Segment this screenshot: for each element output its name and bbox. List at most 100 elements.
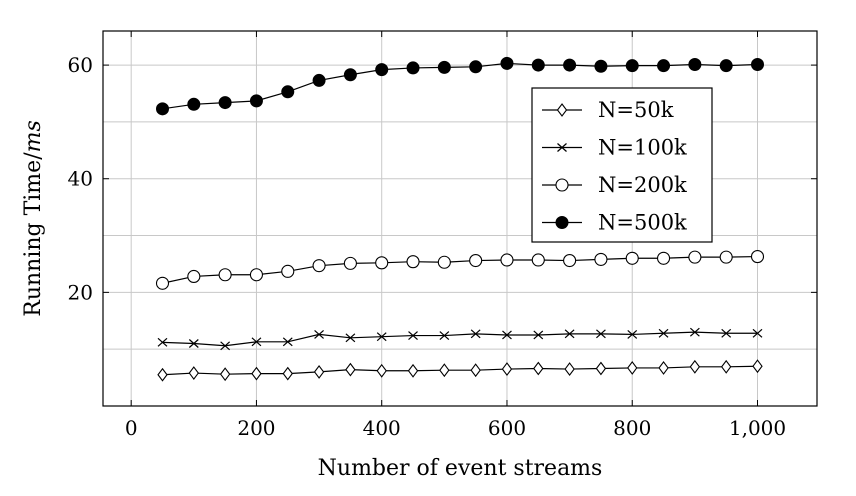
legend-item: N=100k xyxy=(542,136,687,160)
data-point xyxy=(564,329,575,339)
data-point xyxy=(251,366,262,381)
cross-stroke xyxy=(557,143,567,152)
series-n-200k xyxy=(155,250,765,290)
data-point xyxy=(751,58,764,72)
data-point xyxy=(312,73,326,87)
data-point xyxy=(719,250,733,264)
data-point xyxy=(752,359,763,374)
cross-stroke xyxy=(564,329,575,339)
data-point xyxy=(157,337,168,347)
cross-stroke xyxy=(408,331,418,340)
data-point xyxy=(533,361,544,376)
data-point xyxy=(375,63,389,77)
data-point xyxy=(720,359,732,374)
cross-stroke xyxy=(470,329,481,339)
data-point xyxy=(596,329,606,339)
data-point xyxy=(470,363,481,378)
data-point xyxy=(157,367,168,382)
data-point xyxy=(220,341,231,351)
data-point xyxy=(752,328,763,338)
data-point xyxy=(437,255,451,269)
data-point xyxy=(187,269,201,284)
data-point xyxy=(501,362,513,376)
cross-stroke xyxy=(658,328,669,338)
legend-marker xyxy=(555,178,569,192)
data-point xyxy=(469,60,483,74)
series-line xyxy=(162,365,758,376)
data-point xyxy=(314,329,324,339)
x-tick-label: 0 xyxy=(125,416,138,440)
data-point xyxy=(688,58,702,72)
data-point xyxy=(281,85,295,99)
cross-stroke xyxy=(251,337,262,347)
cross-stroke xyxy=(627,329,638,339)
legend-item: N=200k xyxy=(542,173,687,197)
data-point xyxy=(188,366,200,380)
legend-marker xyxy=(557,143,567,152)
cross-stroke xyxy=(721,328,732,338)
data-point xyxy=(719,59,733,73)
cross-stroke xyxy=(282,337,293,347)
data-point xyxy=(688,250,702,264)
y-tick-label: 60 xyxy=(68,53,93,77)
data-point xyxy=(376,363,387,378)
cross-stroke xyxy=(188,339,199,348)
x-tick-label: 800 xyxy=(613,416,651,440)
data-point xyxy=(251,337,262,347)
data-point xyxy=(627,329,638,339)
legend: N=50k N=100k N=200k N=500k xyxy=(531,87,713,243)
data-point xyxy=(375,256,389,270)
x-tick-label: 200 xyxy=(237,416,275,440)
data-point xyxy=(502,330,512,340)
data-point xyxy=(313,364,325,379)
data-point xyxy=(594,252,608,266)
data-point xyxy=(439,331,450,340)
data-point xyxy=(249,268,263,282)
data-point xyxy=(343,68,357,82)
data-point xyxy=(345,333,356,343)
x-tick-label: 1,000 xyxy=(729,416,786,440)
data-point xyxy=(531,253,545,267)
data-point xyxy=(218,268,232,282)
legend-label: N=500k xyxy=(598,211,687,235)
data-point xyxy=(533,330,544,340)
data-point xyxy=(750,250,765,264)
y-tick-label: 40 xyxy=(68,167,93,191)
axis-ticks: 0 200 400 600 800 1,000 20 40 60 xyxy=(68,31,817,440)
y-axis-label-main: Running Time/ xyxy=(21,152,46,317)
legend-marker xyxy=(555,216,569,229)
cross-stroke xyxy=(502,330,512,340)
data-point xyxy=(437,60,451,74)
data-point xyxy=(187,97,201,111)
y-tick-label: 20 xyxy=(68,280,93,304)
data-point xyxy=(218,96,232,110)
y-axis-label-unit: ms xyxy=(21,120,46,152)
data-point xyxy=(657,251,671,265)
plot-frame xyxy=(102,30,818,407)
data-point xyxy=(188,339,199,348)
cross-stroke xyxy=(689,327,700,337)
data-point xyxy=(563,58,577,72)
data-point xyxy=(312,259,326,273)
cross-stroke xyxy=(157,337,168,347)
data-point xyxy=(657,59,671,73)
series-line xyxy=(162,331,758,347)
cross-stroke xyxy=(220,341,231,351)
data-point xyxy=(689,359,701,374)
data-point xyxy=(439,363,450,378)
legend-marker xyxy=(556,103,568,117)
data-point xyxy=(155,276,170,290)
cross-stroke xyxy=(596,329,606,339)
series-lines xyxy=(155,56,765,382)
data-point xyxy=(564,362,575,376)
data-point xyxy=(625,59,639,73)
data-point xyxy=(219,367,231,382)
legend-item: N=50k xyxy=(542,98,674,122)
legend-label: N=100k xyxy=(598,136,687,160)
data-point xyxy=(595,361,607,376)
x-tick-label: 600 xyxy=(488,416,526,440)
cross-stroke xyxy=(314,329,324,339)
data-point xyxy=(594,59,608,73)
data-point xyxy=(343,256,357,270)
